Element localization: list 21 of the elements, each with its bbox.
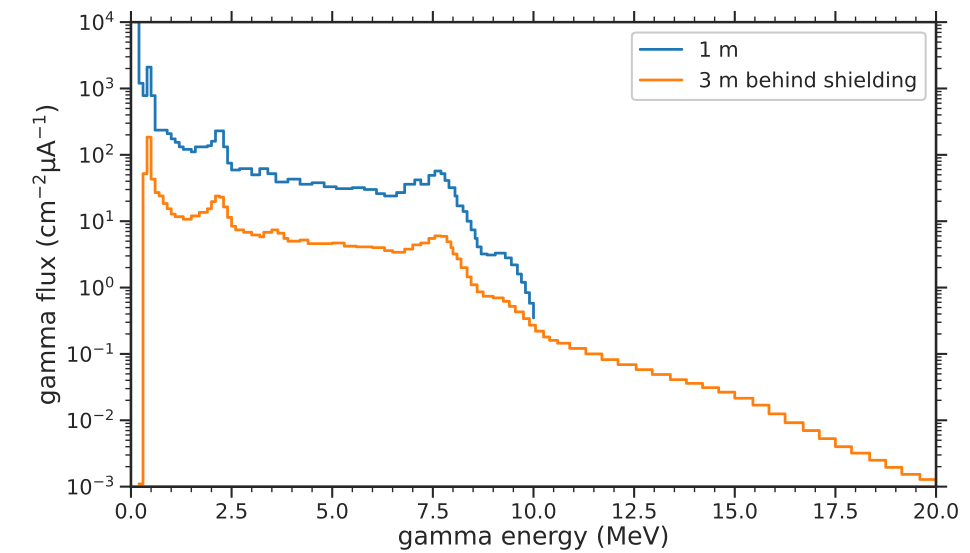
x-tick-label: 0.0 bbox=[116, 502, 146, 519]
x-tick-label: 12.5 bbox=[613, 502, 656, 519]
y-tick-label: 10$^{1}$ bbox=[80, 210, 113, 230]
x-tick-label: 5.0 bbox=[317, 502, 348, 519]
x-tick-label: 20.0 bbox=[914, 502, 958, 519]
y-tick-label: 10$^{−2}$ bbox=[68, 409, 113, 428]
x-axis-title: gamma energy (MeV) bbox=[398, 526, 668, 550]
y-tick-label: 10$^{−1}$ bbox=[68, 343, 113, 362]
x-tick-label: 15.0 bbox=[714, 502, 757, 519]
y-tick-label: 10$^{3}$ bbox=[80, 77, 114, 97]
y-tick-label: 10$^{2}$ bbox=[80, 144, 113, 163]
legend-label: 1 m bbox=[700, 42, 737, 57]
legend-label: 3 m behind shielding bbox=[700, 71, 916, 92]
x-tick-label: 17.5 bbox=[814, 503, 857, 519]
y-tick-label: 10$^{0}$ bbox=[80, 276, 114, 296]
y-axis-title: gamma flux (cm$^{−2}$μA$^{−1}$) bbox=[32, 106, 60, 404]
x-tick-label: 7.5 bbox=[418, 503, 448, 519]
y-tick-label: 10$^{4}$ bbox=[80, 11, 114, 30]
x-tick-label: 2.5 bbox=[216, 502, 246, 519]
y-tick-label: 10$^{−3}$ bbox=[68, 476, 114, 495]
x-tick-label: 10.0 bbox=[512, 502, 556, 519]
